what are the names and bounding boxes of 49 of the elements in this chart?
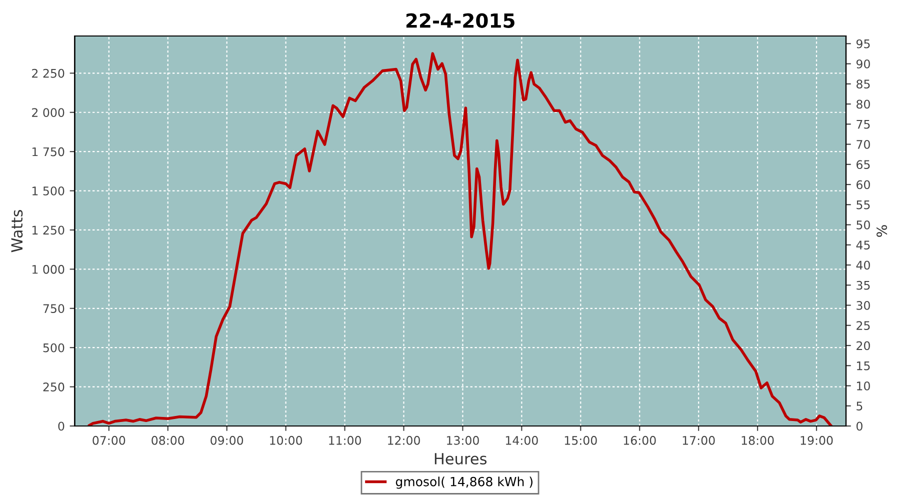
y2-tick-label: 10 [857, 381, 870, 390]
y2-tick-label: 30 [856, 300, 870, 310]
y-tick-label: 2 000 [32, 108, 64, 118]
y2-tick-label: 35 [856, 280, 870, 290]
y2-tick-label: 60 [856, 180, 870, 190]
x-axis-title: Heures [434, 453, 487, 465]
x-tick-label: 19:00 [800, 436, 833, 445]
y-tick-label: 1 000 [32, 264, 64, 274]
legend-label: gmosol( 14,868 kWh ) [396, 476, 532, 489]
x-tick-label: 09:00 [210, 436, 244, 445]
y2-tick-label: 20 [856, 341, 870, 350]
x-tick-label: 10:00 [270, 436, 302, 445]
y-tick-label: 1 750 [32, 147, 64, 156]
y2-tick-label: 15 [857, 362, 870, 370]
y2-tick-label: 95 [856, 39, 870, 48]
chart-title: 22-4-2015 [406, 13, 514, 28]
y2-tick-label: 50 [856, 220, 870, 230]
x-tick-label: 11:00 [329, 436, 361, 445]
x-tick-label: 14:00 [506, 436, 538, 445]
x-tick-label: 16:00 [624, 436, 656, 445]
y2-tick-label: 80 [856, 100, 870, 109]
y2-tick-label: 70 [856, 140, 870, 149]
y2-tick-label: 5 [856, 402, 862, 411]
line-series [88, 52, 832, 426]
y2-tick-label: 90 [856, 59, 870, 68]
x-tick-label: 18:00 [742, 436, 774, 445]
y2-tick-label: 55 [856, 200, 870, 210]
y-tick-label: 1 500 [32, 186, 64, 196]
y2-tick-label: 0 [856, 422, 862, 431]
y-axis-title: Watts [11, 210, 23, 252]
y-tick-label: 250 [43, 382, 64, 392]
y2-tick-label: 40 [856, 260, 870, 270]
x-tick-label: 15:00 [564, 436, 597, 445]
x-tick-label: 12:00 [388, 436, 420, 445]
x-tick-label: 17:00 [682, 436, 715, 445]
y2-tick-label: 25 [856, 321, 870, 330]
x-tick-label: 08:00 [152, 436, 184, 445]
y2-tick-label: 75 [856, 120, 870, 129]
y-tick-label: 1 250 [32, 226, 64, 235]
y-tick-label: 750 [43, 304, 64, 314]
y2-axis-title: % [876, 225, 888, 237]
y2-tick-label: 65 [856, 160, 870, 170]
y2-tick-label: 45 [856, 240, 870, 250]
y-tick-label: 2 250 [32, 68, 64, 78]
x-tick-label: 07:00 [92, 436, 126, 445]
x-tick-label: 13:00 [446, 436, 479, 445]
y-tick-label: 0 [58, 422, 64, 431]
y-tick-label: 500 [43, 343, 64, 352]
y2-tick-label: 85 [856, 80, 870, 89]
